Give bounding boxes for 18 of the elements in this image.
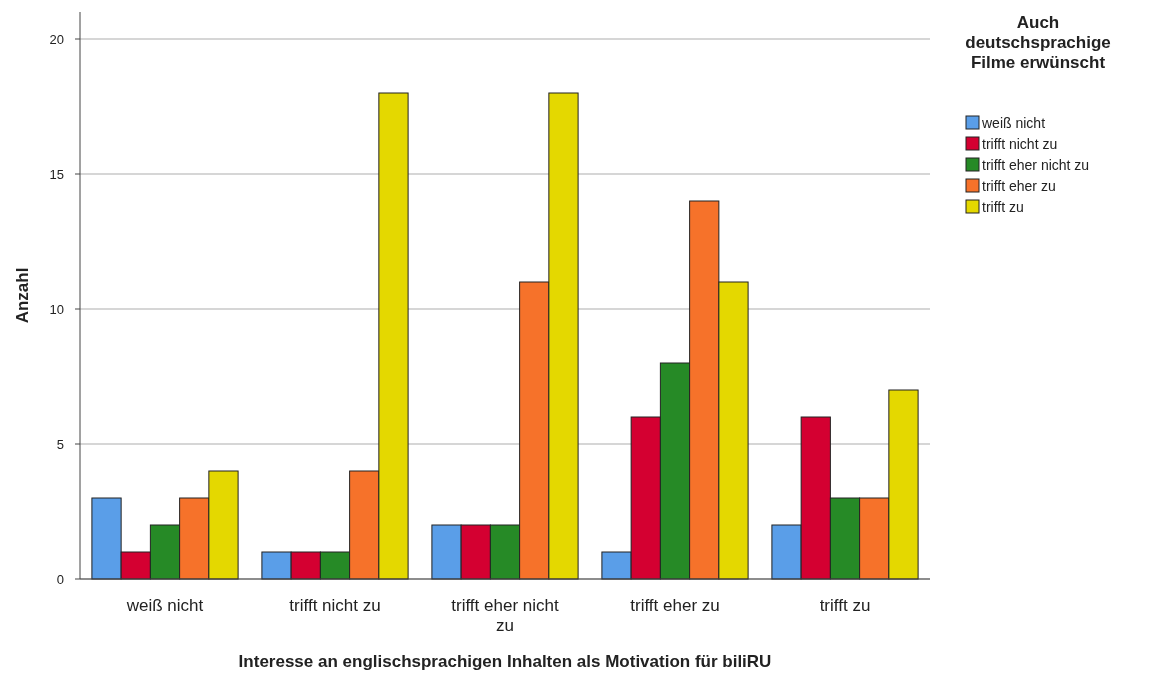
legend-label: weiß nicht — [981, 114, 1046, 131]
legend-label: trifft eher zu — [982, 177, 1056, 194]
y-tick-label: 0 — [56, 571, 64, 587]
legend-label: trifft eher nicht zu — [982, 156, 1090, 173]
x-tick-label: trifft eher nicht zu — [451, 596, 559, 635]
legend-label: trifft zu — [982, 198, 1024, 215]
legend-title: Auch deutschsprachige Filme erwünscht — [965, 13, 1111, 72]
x-axis-title: Interesse an englischsprachigen Inhalten als Motivation für biliRU — [238, 652, 772, 671]
y-axis-title: Anzahl — [13, 267, 32, 324]
x-tick-label: trifft eher zu — [630, 596, 720, 615]
legend-label: trifft nicht zu — [982, 135, 1058, 152]
y-tick-label: 10 — [49, 301, 64, 317]
y-tick-label: 20 — [49, 31, 64, 47]
x-tick-label: weiß nicht — [125, 596, 204, 615]
y-tick-label: 5 — [56, 436, 64, 452]
y-tick-label: 15 — [49, 166, 64, 182]
x-tick-label: trifft nicht zu — [289, 596, 381, 615]
x-tick-label: trifft zu — [819, 596, 871, 615]
